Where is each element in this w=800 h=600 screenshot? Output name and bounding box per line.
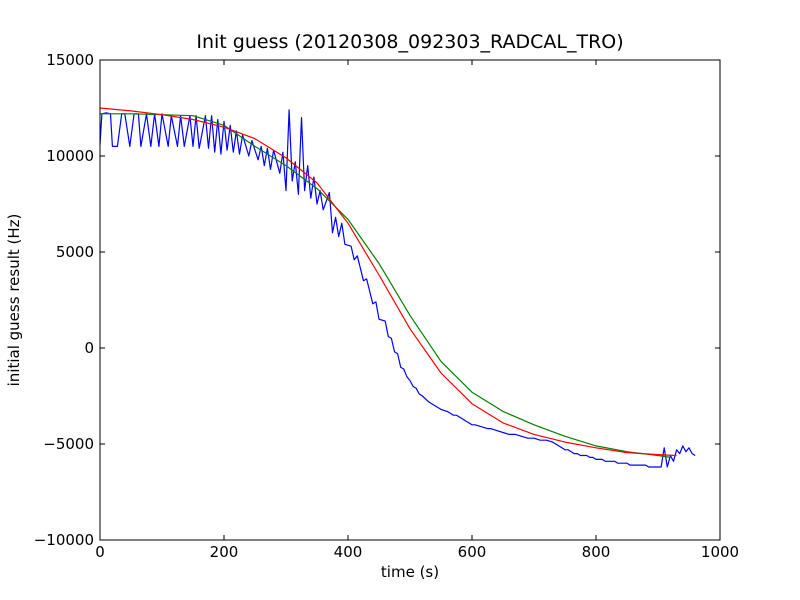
series-line-1 bbox=[99, 109, 696, 468]
x-tick-label: 200 bbox=[210, 543, 239, 561]
x-axis-label: time (s) bbox=[381, 563, 439, 581]
plot-area bbox=[99, 107, 696, 468]
y-tick-label: 15000 bbox=[46, 51, 94, 69]
x-tick-label: 800 bbox=[582, 543, 611, 561]
chart-title: Init guess (20120308_092303_RADCAL_TRO) bbox=[196, 31, 623, 53]
series-line-3 bbox=[99, 107, 677, 457]
y-tick-label: 0 bbox=[84, 339, 94, 357]
y-tick-label: 5000 bbox=[56, 243, 94, 261]
plot-frame bbox=[99, 59, 721, 541]
axis-ticks: 0 200 400 600 800 1000 −10000 −5000 0 5000 10000 15… bbox=[34, 51, 739, 561]
y-axis-label: initial guess result (Hz) bbox=[5, 214, 23, 387]
y-tick-label: 10000 bbox=[46, 147, 94, 165]
y-tick-label: −5000 bbox=[43, 435, 94, 453]
y-tick-label: −10000 bbox=[34, 531, 94, 549]
x-tick-label: 400 bbox=[334, 543, 363, 561]
x-tick-label: 0 bbox=[95, 543, 105, 561]
series-line-2 bbox=[100, 113, 671, 458]
x-tick-label: 1000 bbox=[701, 543, 739, 561]
x-tick-label: 600 bbox=[458, 543, 487, 561]
